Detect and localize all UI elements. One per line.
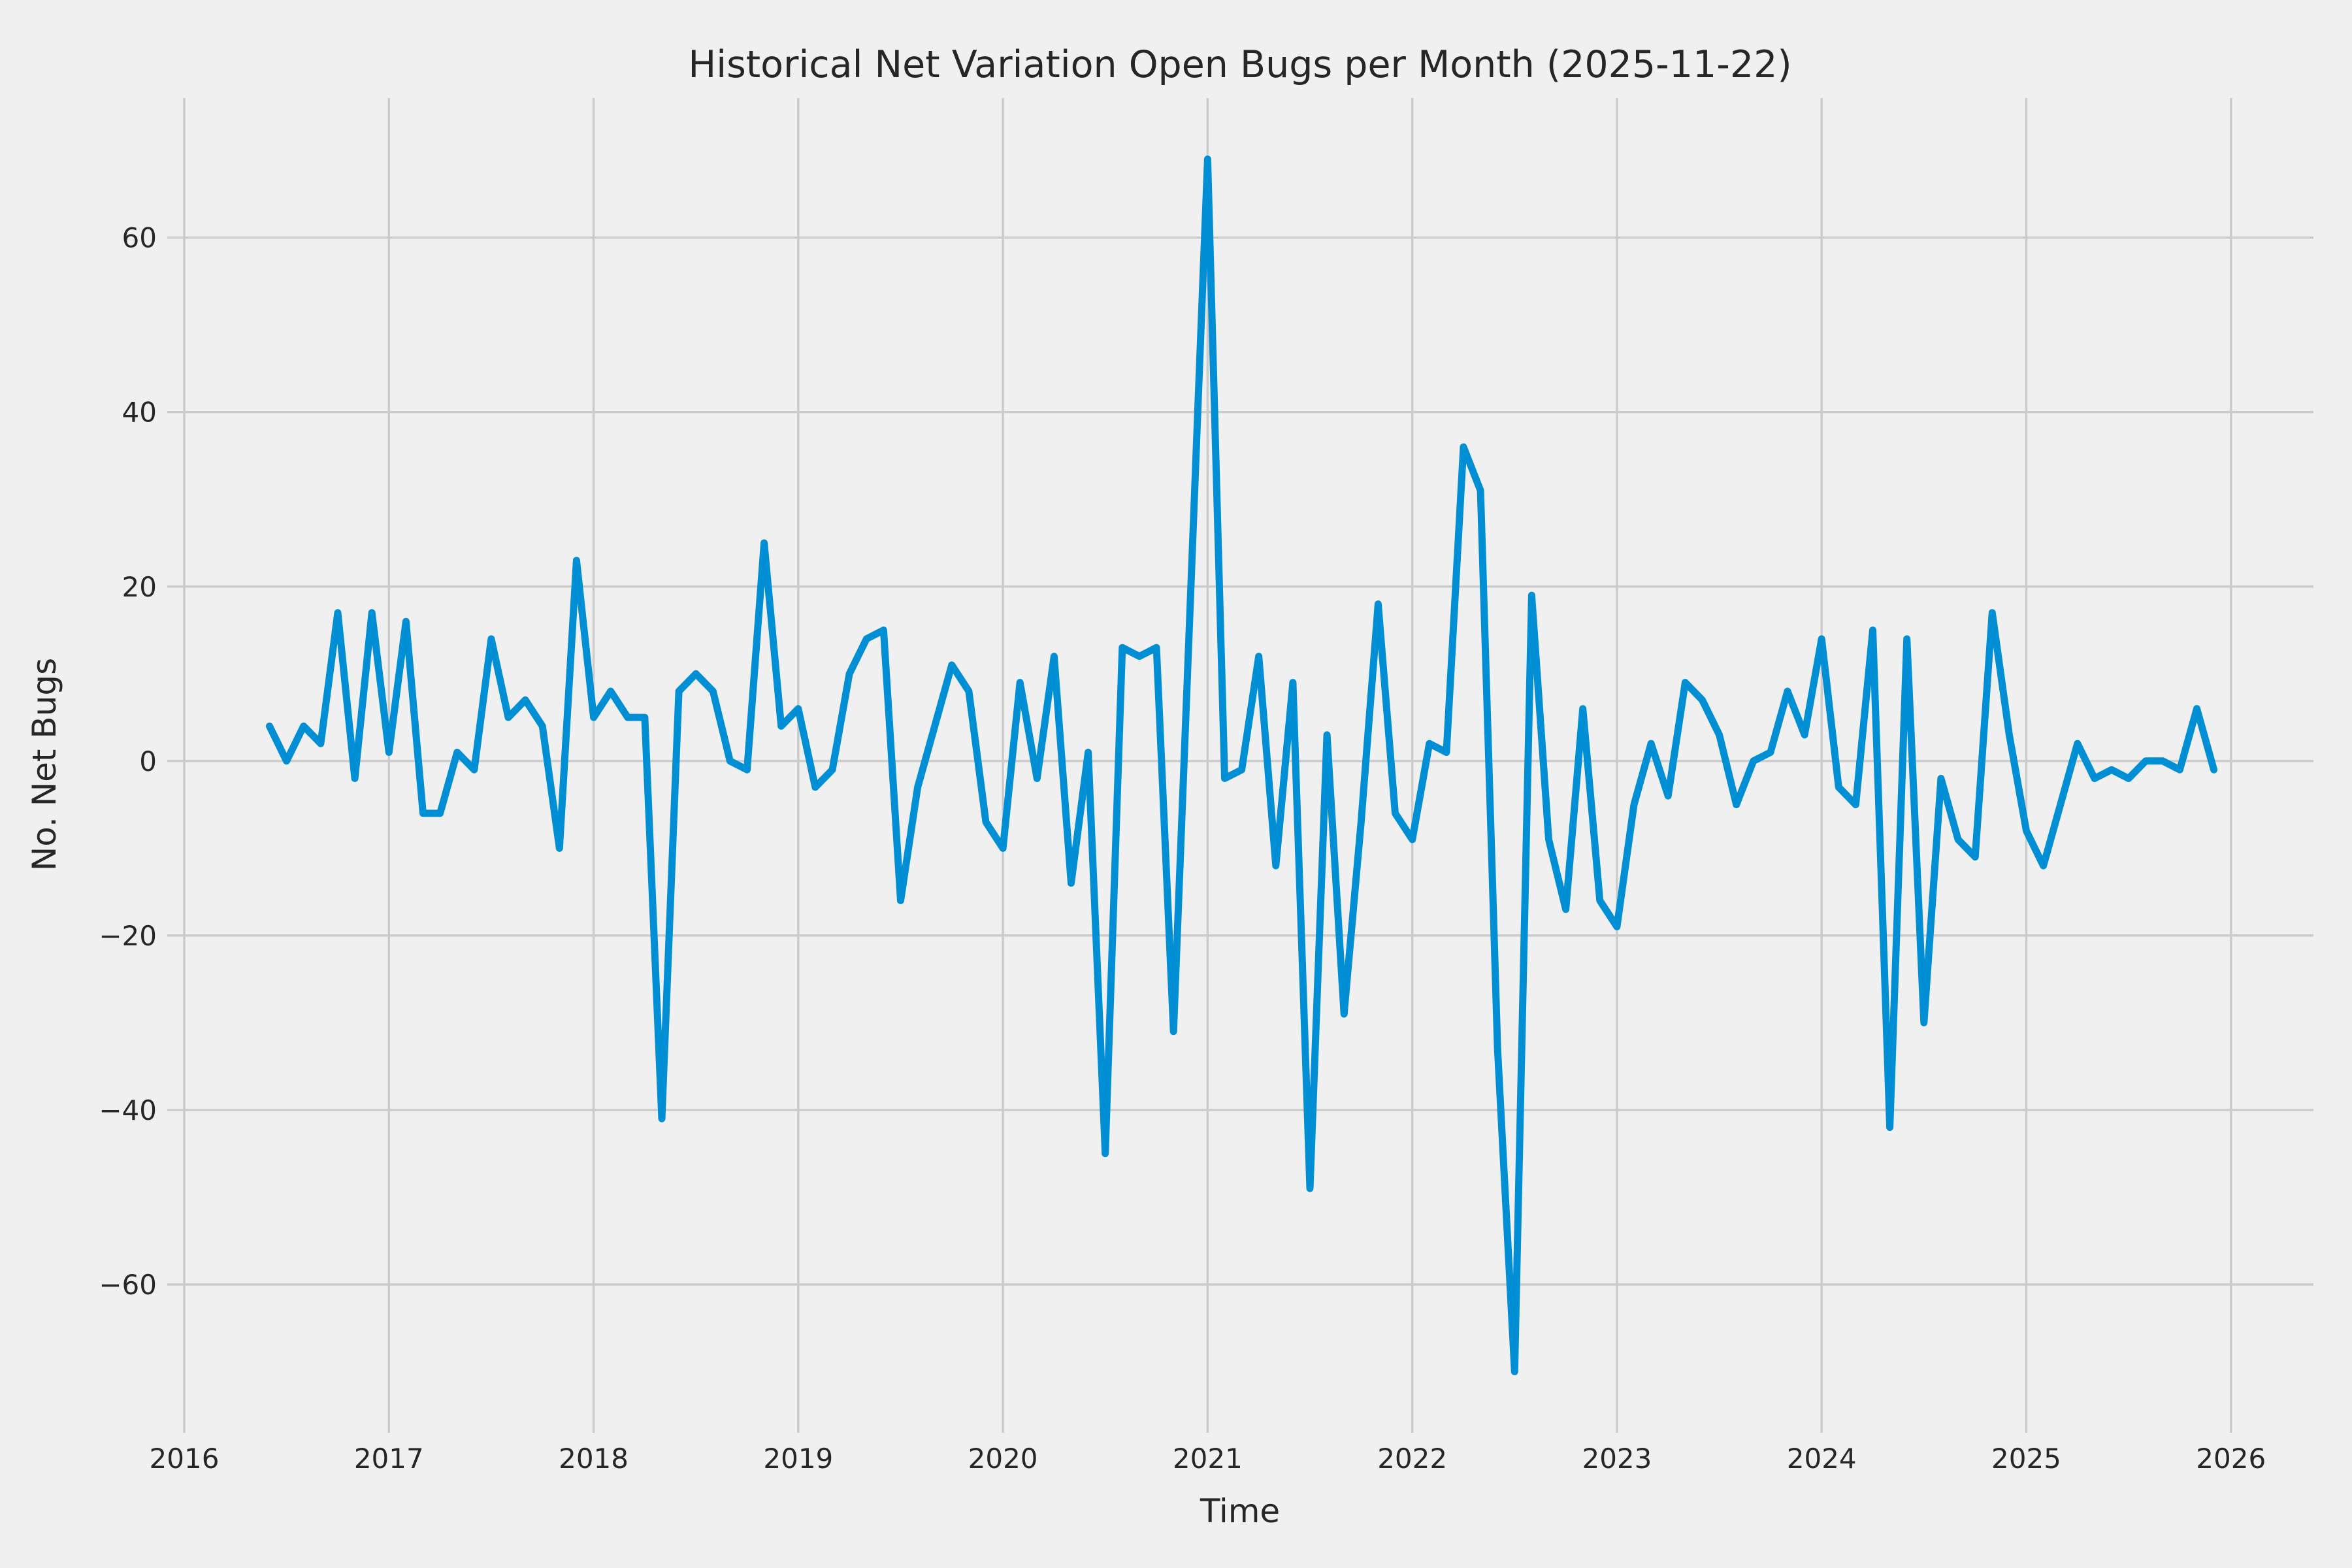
y-tick-label: 40 [122,397,157,429]
y-tick-label: −20 [99,920,157,952]
y-gridlines [167,236,2313,1286]
series-line-net-variation-open-bugs [266,155,2218,1375]
x-tick-label: 2019 [763,1443,833,1475]
x-axis-label: Time [1200,1492,1280,1530]
x-tick-label: 2026 [2196,1443,2266,1475]
y-tick-labels: 60 40 20 0 −20 −40 −60 [99,222,157,1301]
x-tick-label: 2016 [150,1443,220,1475]
y-tick-label: 20 [122,571,157,603]
x-tick-label: 2024 [1787,1443,1857,1475]
y-tick-label: −60 [99,1269,157,1301]
x-tick-label: 2025 [1991,1443,2061,1475]
x-tick-label: 2022 [1377,1443,1447,1475]
x-gridlines [183,98,2232,1433]
y-axis-label: No. Net Bugs [25,658,63,871]
y-tick-label: 0 [139,745,157,777]
x-tick-label: 2023 [1582,1443,1652,1475]
chart-title: Historical Net Variation Open Bugs per M… [688,43,1791,86]
data-series [266,155,2218,1375]
x-tick-label: 2018 [559,1443,629,1475]
x-tick-label: 2021 [1173,1443,1243,1475]
x-tick-label: 2017 [354,1443,424,1475]
y-tick-label: 60 [122,222,157,254]
x-tick-label: 2020 [968,1443,1038,1475]
y-tick-label: −40 [99,1094,157,1126]
x-tick-labels: 2016 2017 2018 2019 2020 2021 2022 2023 2024 2025… [150,1443,2266,1475]
